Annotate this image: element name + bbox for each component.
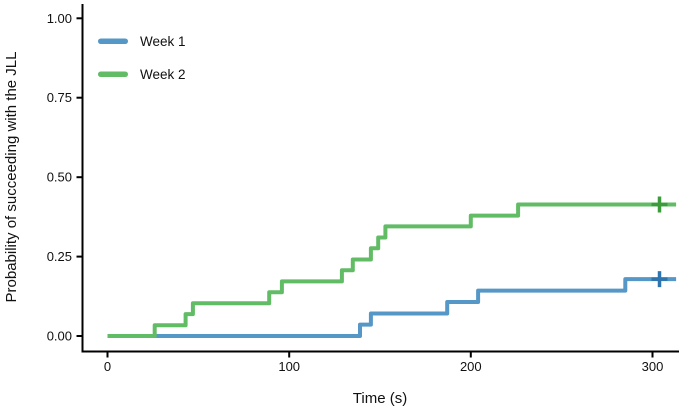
- step-curve-week-1: [107, 277, 677, 338]
- y-axis: 1.00 0.75 0.50 0.25 0.00: [47, 4, 84, 353]
- censor-plus-mark-week-1: [651, 271, 668, 288]
- week1-legend-label: Week 1: [140, 34, 186, 49]
- week2-legend-swatch: [98, 71, 128, 77]
- x-axis: 0 100 200 300: [81, 350, 679, 374]
- step-curve-week-2: [107, 202, 677, 338]
- legend: Week 1 Week 2: [98, 34, 186, 82]
- x-axis-title: Time (s): [353, 390, 407, 407]
- y-tick-label: 0.00: [47, 329, 72, 344]
- legend-item-week1: Week 1: [98, 34, 186, 49]
- x-tick-label: 300: [642, 359, 664, 374]
- y-tick-label: 0.75: [47, 90, 72, 105]
- series-layer: [107, 196, 677, 338]
- x-tick-label: 100: [278, 359, 300, 374]
- y-tick-label: 0.25: [47, 249, 72, 264]
- y-tick-label: 0.50: [47, 170, 72, 185]
- y-axis-title: Probability of succeeding with the JLL: [3, 52, 20, 303]
- week2-legend-label: Week 2: [140, 67, 186, 82]
- legend-item-week2: Week 2: [98, 67, 186, 82]
- x-tick-label: 0: [104, 359, 111, 374]
- censor-plus-mark-week-2: [651, 196, 668, 213]
- week1-legend-swatch: [98, 38, 128, 44]
- x-tick-label: 200: [460, 359, 482, 374]
- y-tick-label: 1.00: [47, 11, 72, 26]
